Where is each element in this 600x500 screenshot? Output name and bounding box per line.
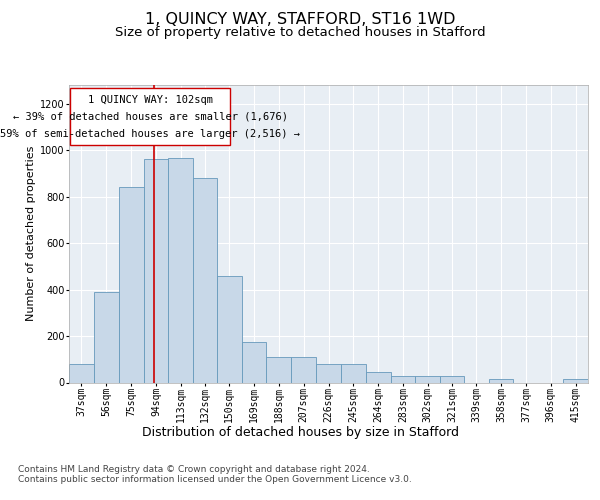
Bar: [94, 292, 119, 382]
Bar: [316, 364, 341, 382]
Bar: [366, 372, 391, 382]
Bar: [70, 88, 230, 146]
Text: 59% of semi-detached houses are larger (2,516) →: 59% of semi-detached houses are larger (…: [0, 129, 300, 139]
Bar: [391, 376, 415, 382]
Bar: [69, 364, 94, 382]
Bar: [563, 379, 588, 382]
Bar: [217, 276, 242, 382]
Text: Contains HM Land Registry data © Crown copyright and database right 2024.
Contai: Contains HM Land Registry data © Crown c…: [18, 465, 412, 484]
Bar: [193, 178, 217, 382]
Bar: [119, 188, 143, 382]
Bar: [143, 160, 169, 382]
Text: 1, QUINCY WAY, STAFFORD, ST16 1WD: 1, QUINCY WAY, STAFFORD, ST16 1WD: [145, 12, 455, 28]
Bar: [242, 342, 266, 382]
Bar: [415, 376, 440, 382]
Bar: [169, 158, 193, 382]
Text: Distribution of detached houses by size in Stafford: Distribution of detached houses by size …: [142, 426, 458, 439]
Y-axis label: Number of detached properties: Number of detached properties: [26, 146, 36, 322]
Bar: [341, 364, 366, 382]
Text: ← 39% of detached houses are smaller (1,676): ← 39% of detached houses are smaller (1,…: [13, 112, 287, 122]
Text: 1 QUINCY WAY: 102sqm: 1 QUINCY WAY: 102sqm: [88, 95, 212, 105]
Bar: [266, 357, 291, 382]
Text: Size of property relative to detached houses in Stafford: Size of property relative to detached ho…: [115, 26, 485, 39]
Bar: [488, 379, 514, 382]
Bar: [440, 376, 464, 382]
Bar: [291, 357, 316, 382]
